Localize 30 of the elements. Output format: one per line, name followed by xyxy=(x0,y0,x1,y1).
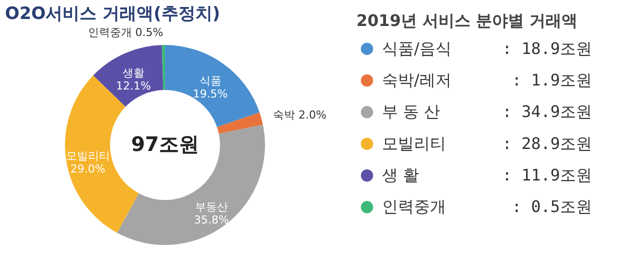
donut-slice xyxy=(217,112,263,134)
category-label: 식품/음식 xyxy=(382,38,452,58)
chart-title: O2O서비스 거래액(추정치) xyxy=(5,4,220,24)
text: 2019년 서비스 분야별 거래액 xyxy=(356,11,578,30)
slice-label: 모빌리티 xyxy=(66,150,110,163)
category-label: 생 활 xyxy=(382,166,420,184)
text: 97조원 xyxy=(131,132,199,156)
slice-label: 숙박 2.0% xyxy=(272,108,326,122)
data-label: : 18.9조원 xyxy=(502,38,592,58)
donut-slice xyxy=(117,124,265,245)
category-label: 숙박/레저 xyxy=(382,70,452,90)
data-label: : 0.5조원 xyxy=(512,197,592,216)
slice-label: 식품 xyxy=(199,74,222,88)
data-label: : 11.9조원 xyxy=(502,166,592,184)
legend-label: 인력중개 xyxy=(382,197,446,216)
data-label: 12.1% xyxy=(116,80,151,93)
category-label: 모빌리티 xyxy=(382,134,446,153)
slice-label: 생활 xyxy=(122,66,144,80)
data-label: : 28.9조원 xyxy=(502,134,592,153)
data-label: : 1.9조원 xyxy=(512,70,592,90)
data-label: 29.0% xyxy=(70,162,106,176)
donut-slice xyxy=(165,45,260,128)
category-label: 인력중개 0.5% xyxy=(88,26,164,40)
data-label: : 34.9조원 xyxy=(502,102,592,122)
donut-slice xyxy=(93,45,164,107)
donut-slice xyxy=(162,45,165,90)
data-label: 19.5% xyxy=(192,87,228,100)
slice-label: 부동산 xyxy=(194,200,228,214)
data-label: 35.8% xyxy=(194,214,229,227)
category-label: 부 동 산 xyxy=(382,102,440,122)
